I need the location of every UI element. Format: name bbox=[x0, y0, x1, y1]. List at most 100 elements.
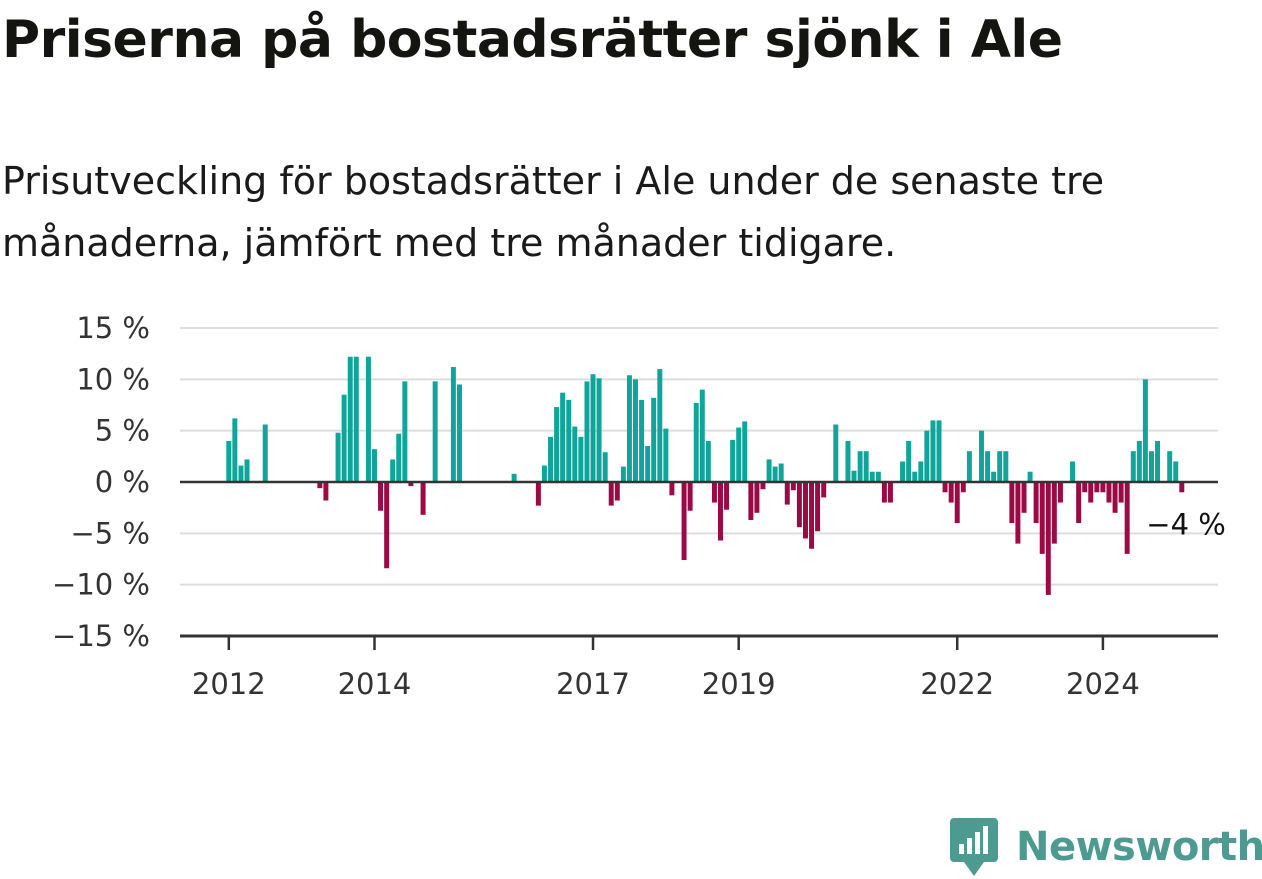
bar bbox=[347, 356, 353, 482]
bar bbox=[396, 433, 402, 482]
x-axis: 2012 2014 2017 2019 2022 2024 bbox=[192, 636, 1140, 701]
bar bbox=[717, 482, 723, 541]
bar bbox=[566, 399, 572, 482]
y-tick-label: −10 % bbox=[52, 568, 150, 602]
bar bbox=[845, 440, 851, 482]
newsworthy-logo-icon bbox=[950, 818, 998, 876]
bar bbox=[754, 482, 760, 513]
bar bbox=[906, 440, 912, 482]
grid-lines bbox=[180, 327, 1218, 586]
bar bbox=[1045, 482, 1051, 595]
bar bbox=[238, 465, 244, 482]
y-tick-label: 0 % bbox=[95, 465, 150, 499]
bar bbox=[1015, 482, 1021, 544]
bar bbox=[1070, 461, 1076, 482]
bar bbox=[978, 430, 984, 482]
bar bbox=[803, 482, 808, 539]
bar bbox=[699, 389, 705, 482]
y-tick-label: 15 % bbox=[76, 311, 150, 345]
bar bbox=[1051, 482, 1057, 544]
x-tick-label: 2012 bbox=[192, 667, 266, 701]
bar bbox=[772, 466, 778, 482]
bar bbox=[639, 399, 645, 482]
bar bbox=[548, 436, 554, 482]
bar bbox=[760, 482, 766, 490]
bar bbox=[1167, 451, 1173, 482]
bar bbox=[985, 451, 991, 482]
bar bbox=[766, 459, 772, 482]
bar bbox=[875, 471, 881, 482]
x-tick-label: 2019 bbox=[702, 667, 776, 701]
bar bbox=[353, 356, 359, 482]
bar bbox=[1039, 482, 1045, 554]
bar bbox=[651, 397, 657, 482]
bar bbox=[608, 482, 614, 506]
y-axis: 15 % 10 % 5 % 0 % −5 % −10 % −15 % bbox=[52, 311, 150, 653]
bar bbox=[936, 420, 942, 482]
bar bbox=[244, 459, 250, 482]
bar bbox=[572, 426, 578, 482]
bar bbox=[614, 482, 620, 501]
bar bbox=[620, 466, 626, 482]
y-tick-label: −5 % bbox=[70, 516, 150, 550]
bar bbox=[966, 451, 972, 482]
bar bbox=[851, 470, 857, 482]
bar bbox=[742, 421, 748, 482]
bar bbox=[1173, 461, 1179, 482]
bar bbox=[1094, 482, 1100, 493]
bar bbox=[1112, 482, 1118, 513]
bar bbox=[796, 482, 802, 528]
bar bbox=[724, 482, 730, 510]
bar bbox=[887, 482, 893, 503]
bar bbox=[790, 482, 796, 491]
x-tick-label: 2017 bbox=[556, 667, 630, 701]
bar bbox=[663, 428, 669, 482]
bar bbox=[1009, 482, 1015, 524]
bar bbox=[341, 394, 347, 482]
bar bbox=[1003, 451, 1009, 482]
bar bbox=[602, 452, 608, 482]
bar bbox=[960, 482, 966, 493]
bar bbox=[693, 402, 699, 482]
bar bbox=[948, 482, 954, 503]
bar bbox=[578, 436, 584, 482]
bar bbox=[226, 440, 232, 482]
bar bbox=[632, 379, 638, 482]
bar bbox=[1076, 482, 1082, 524]
bar bbox=[1155, 440, 1161, 482]
bar bbox=[457, 384, 462, 482]
x-tick-label: 2014 bbox=[338, 667, 412, 701]
bar bbox=[645, 446, 651, 482]
bars bbox=[226, 356, 1185, 595]
bar bbox=[705, 440, 711, 482]
bar bbox=[1124, 482, 1130, 554]
bar bbox=[1142, 379, 1148, 482]
bar bbox=[323, 482, 329, 501]
bar bbox=[541, 465, 547, 482]
bar bbox=[596, 378, 602, 482]
bar bbox=[821, 482, 827, 498]
bar bbox=[881, 482, 887, 503]
bar bbox=[1033, 482, 1039, 524]
bar bbox=[1130, 451, 1136, 482]
bar bbox=[833, 424, 839, 482]
bar bbox=[1136, 440, 1142, 482]
bar bbox=[857, 451, 863, 482]
bar bbox=[930, 420, 936, 482]
bar bbox=[942, 482, 948, 493]
bar bbox=[432, 381, 438, 482]
bar bbox=[1118, 482, 1124, 503]
bar bbox=[317, 482, 323, 489]
y-tick-label: 10 % bbox=[76, 362, 150, 396]
bar bbox=[1082, 482, 1088, 493]
bar bbox=[900, 461, 906, 482]
bar bbox=[1021, 482, 1027, 513]
bar bbox=[918, 461, 924, 482]
bar bbox=[408, 482, 414, 487]
bar bbox=[748, 482, 754, 520]
bar bbox=[511, 473, 517, 482]
bar bbox=[809, 482, 815, 549]
annotations: −4 % bbox=[1146, 507, 1226, 541]
bar bbox=[584, 381, 590, 482]
